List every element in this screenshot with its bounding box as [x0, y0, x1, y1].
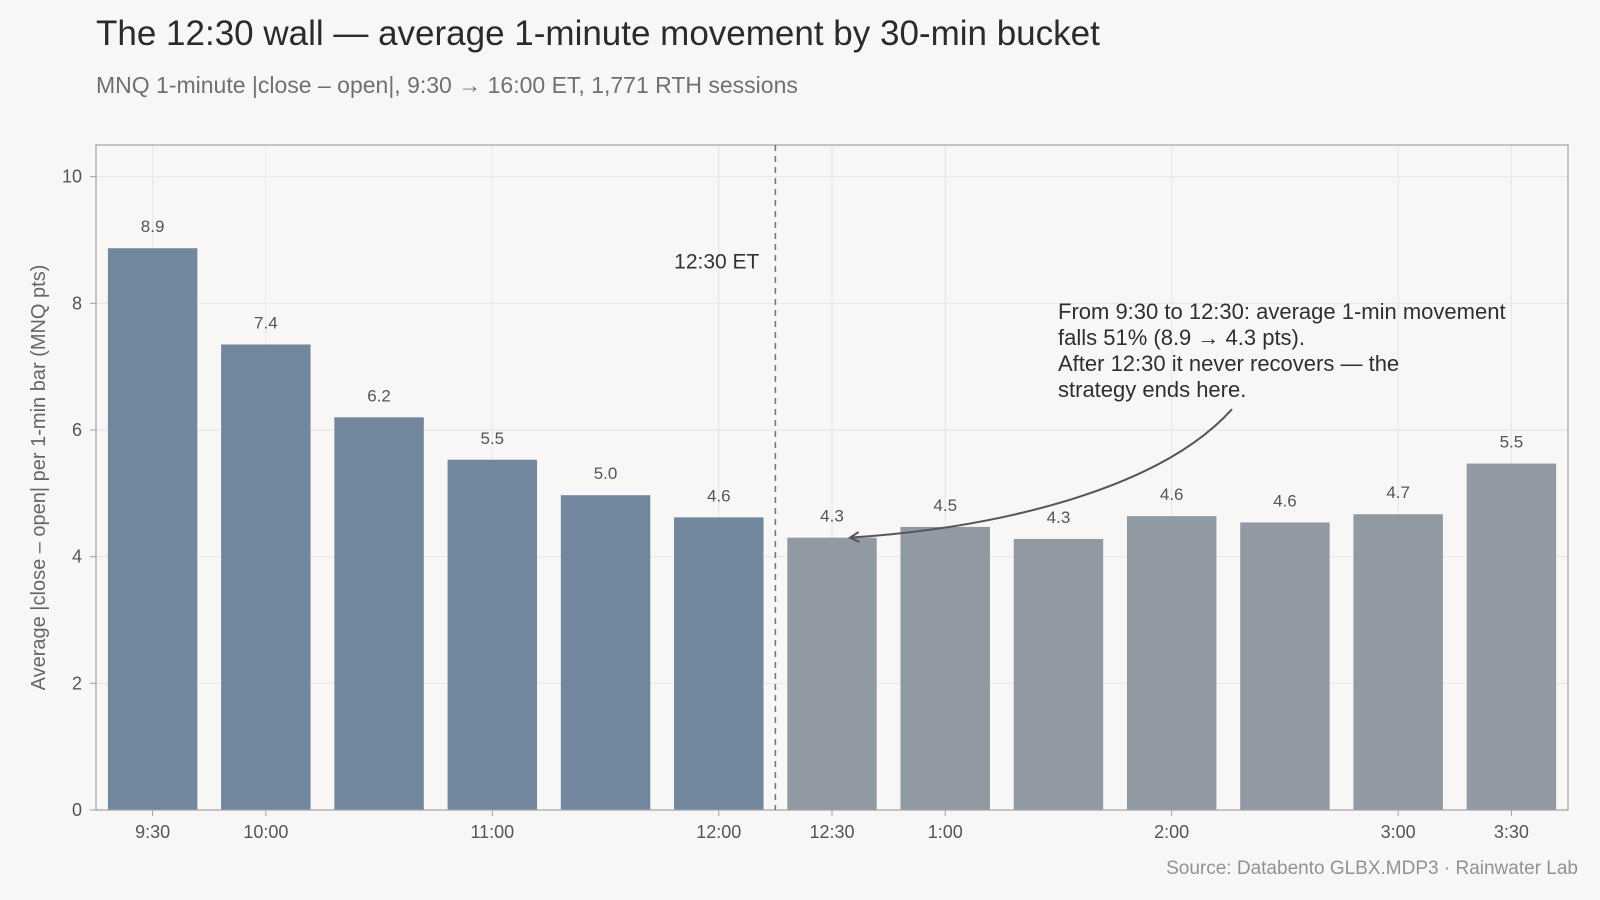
bar-12:30 [787, 537, 877, 810]
chart-title: The 12:30 wall — average 1-minute moveme… [96, 14, 1100, 53]
y-tick-label: 6 [72, 420, 82, 440]
bars [107, 248, 1557, 810]
value-label: 8.9 [141, 217, 165, 236]
annotations: 12:30 ET From 9:30 to 12:30: average 1-mi… [674, 145, 1506, 810]
x-tick-label: 12:00 [696, 822, 741, 842]
bar-11:30 [560, 495, 651, 810]
bar-3:30 [1466, 463, 1557, 810]
source-note: Source: Databento GLBX.MDP3 · Rainwater … [1166, 858, 1578, 879]
x-tick-label: 2:00 [1154, 822, 1189, 842]
bar-9:30 [107, 248, 198, 810]
value-label: 7.4 [254, 314, 278, 333]
bar-2:00 [1126, 516, 1217, 810]
y-tick-label: 8 [72, 293, 82, 313]
annotation-line: strategy ends here. [1058, 377, 1246, 402]
annotation-arrow [850, 408, 1233, 538]
value-label: 5.0 [594, 464, 618, 483]
value-label: 4.6 [707, 486, 731, 505]
bar-10:30 [334, 417, 424, 810]
x-tick-label: 1:00 [928, 822, 963, 842]
x-tick-label: 12:30 [809, 822, 854, 842]
bar-10:00 [221, 344, 311, 810]
labels: 0 2 4 6 8 10 8.9 7.4 6.2 5.5 5.0 4.6 4.3 4.5 4.3 4.6 4.6… [28, 167, 1529, 842]
y-tick-label: 0 [72, 800, 82, 820]
value-label: 5.5 [1500, 433, 1524, 452]
y-tick-label: 2 [72, 673, 82, 693]
y-tick-label: 10 [62, 167, 82, 187]
chart-subtitle: MNQ 1-minute |close – open|, 9:30 → 16:0… [96, 72, 798, 98]
annotation-line: From 9:30 to 12:30: average 1-min moveme… [1058, 299, 1506, 324]
marker-label-1230: 12:30 ET [674, 251, 759, 274]
annotation-line: falls 51% (8.9 → 4.3 pts). [1058, 325, 1305, 350]
bar-2:30 [1240, 522, 1330, 810]
value-label: 4.6 [1160, 485, 1184, 504]
plot-frame [90, 144, 1569, 816]
annotation-line: After 12:30 it never recovers — the [1058, 351, 1399, 376]
value-label: 4.7 [1386, 483, 1410, 502]
value-label: 4.6 [1273, 491, 1297, 510]
value-label: 4.5 [933, 496, 957, 515]
y-tick-label: 4 [72, 547, 82, 567]
value-label: 4.3 [820, 507, 844, 526]
bar-12:00 [674, 517, 764, 810]
x-tick-label: 10:00 [243, 822, 288, 842]
y-axis-title: Average |close – open| per 1-min bar (MN… [28, 265, 50, 691]
value-label: 6.2 [367, 386, 391, 405]
x-tick-label: 3:00 [1381, 822, 1416, 842]
bar-11:00 [447, 459, 538, 810]
x-tick-label: 11:00 [470, 822, 514, 842]
bar-1:00 [900, 526, 990, 810]
bar-1:30 [1013, 538, 1104, 810]
x-tick-label: 3:30 [1494, 822, 1529, 842]
x-tick-label: 9:30 [135, 822, 170, 842]
value-label: 5.5 [480, 429, 504, 448]
value-label: 4.3 [1047, 508, 1071, 527]
bar-3:00 [1353, 514, 1443, 810]
